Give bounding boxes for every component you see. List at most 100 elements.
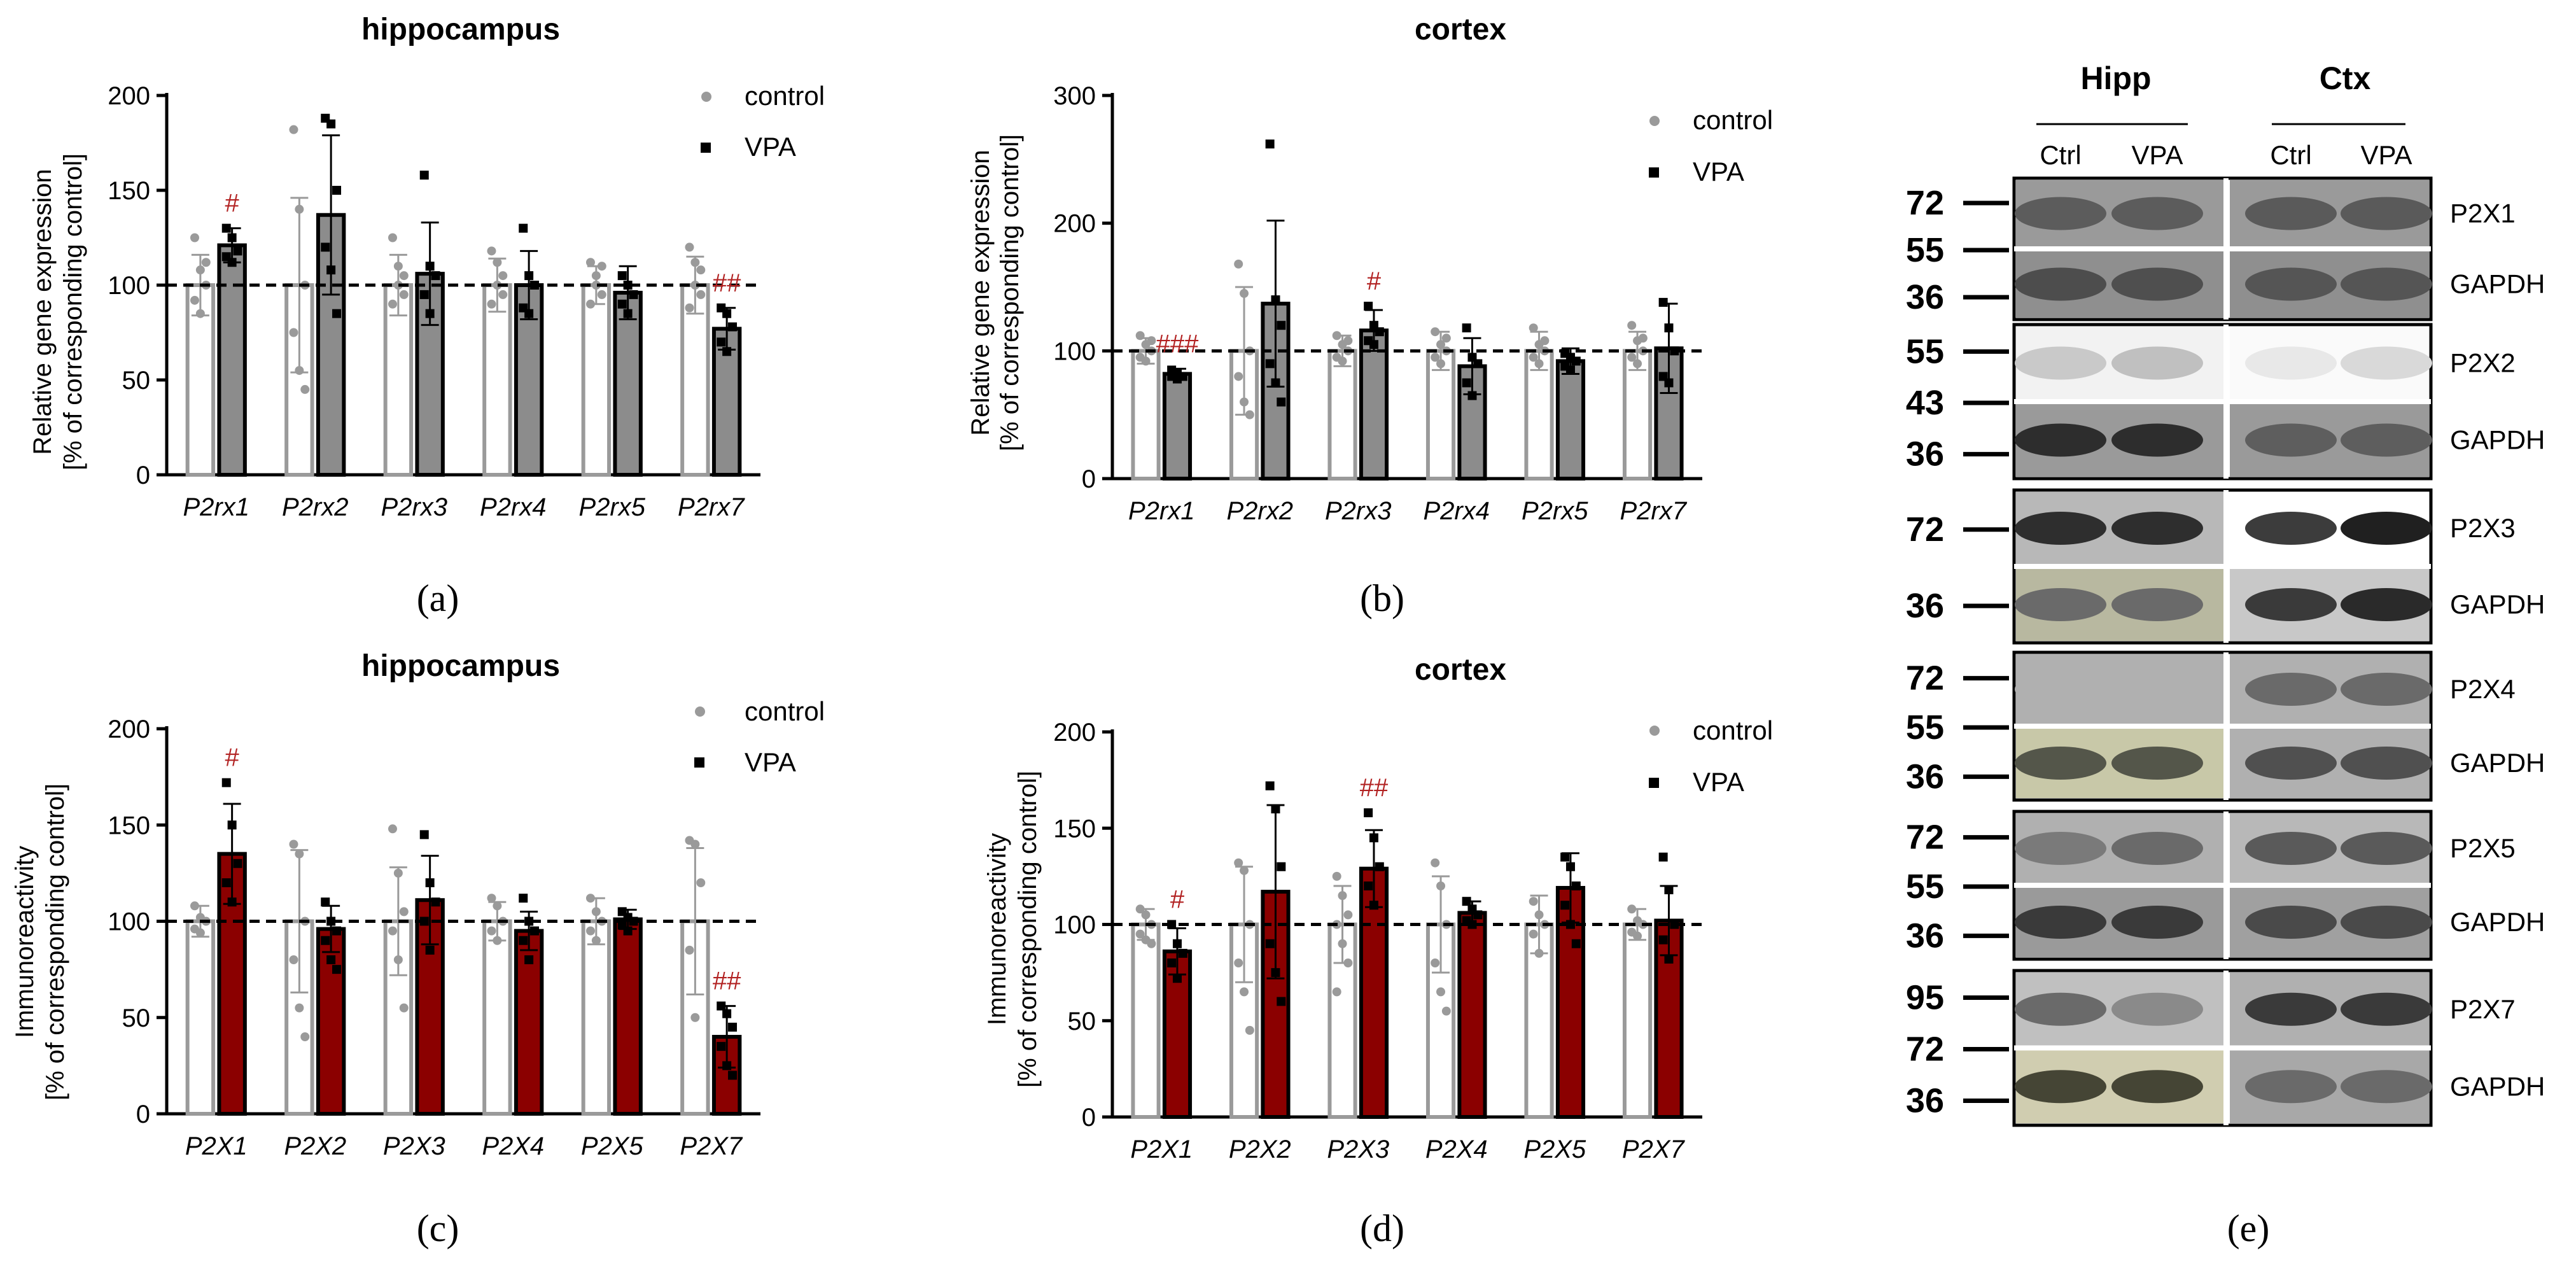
chart-b-point-control (1431, 353, 1440, 362)
blot-band (2015, 346, 2106, 380)
blot-band (2245, 267, 2337, 301)
chart-c-point-vpa (524, 916, 534, 926)
chart-c-point-vpa (221, 878, 231, 887)
chart-a-point-control (498, 290, 508, 299)
blot-marker-label: 72 (1906, 184, 1944, 222)
chart-a-x-tick-label: P2rx7 (678, 493, 745, 521)
chart-b-point-vpa (1467, 391, 1477, 400)
chart-c-ylabel-2: [% of corresponding control] (41, 783, 69, 1100)
blot-marker-label: 36 (1906, 435, 1944, 474)
chart-b-point-control (1338, 356, 1347, 366)
chart-a-point-control (388, 299, 397, 309)
chart-c-point-vpa (227, 897, 237, 907)
blot-band (2111, 197, 2203, 230)
chart-c-point-vpa (332, 926, 342, 936)
chart-b-point-control (1234, 259, 1243, 269)
chart-d-point-control (1534, 910, 1544, 920)
chart-d-point-vpa (1670, 920, 1679, 929)
chart-b-point-vpa (1658, 298, 1668, 307)
chart-d-protein-cortex: cortex Immunoreactivity [% of correspond… (983, 653, 1773, 1163)
chart-d-point-vpa (1369, 833, 1378, 843)
chart-c-point-vpa (321, 897, 330, 907)
chart-c-point-vpa (425, 878, 435, 887)
chart-b-point-vpa (1462, 378, 1471, 388)
chart-c-point-control (487, 926, 496, 936)
chart-a-point-control (487, 246, 496, 256)
chart-c-point-control (190, 901, 199, 911)
chart-b-significance-mark: # (1367, 267, 1382, 295)
chart-c-point-vpa (326, 955, 336, 964)
blot-marker-label: 95 (1906, 979, 1944, 1017)
chart-a-point-vpa (419, 290, 429, 299)
chart-b-legend-vpa: VPA (1693, 157, 1744, 186)
chart-a-point-vpa (332, 309, 342, 318)
chart-d-legend-control-marker (1649, 726, 1660, 736)
chart-a-gene-hippocampus: hippocampus Relative gene expression [% … (29, 13, 825, 521)
chart-c-point-control (591, 907, 601, 916)
chart-a-point-control (300, 384, 310, 394)
chart-c-point-control (493, 901, 502, 911)
chart-a-significance-mark: ## (713, 269, 741, 297)
chart-a-point-control (690, 281, 700, 290)
chart-b-point-vpa (1462, 323, 1471, 333)
chart-c-point-vpa (530, 926, 540, 936)
blot-band-label: P2X2 (2450, 348, 2516, 378)
chart-c-title: hippocampus (361, 649, 560, 683)
blot-marker-label: 36 (1906, 757, 1944, 796)
blot-marker-label: 55 (1906, 231, 1944, 269)
chart-d-point-vpa (1277, 997, 1286, 1006)
blot-band-label: P2X5 (2450, 833, 2516, 863)
blot-band (2341, 346, 2432, 380)
chart-d-point-control (1431, 958, 1440, 967)
chart-a-point-control (690, 258, 700, 267)
chart-d-y-tick-label: 0 (1082, 1104, 1096, 1132)
chart-b-point-control (1245, 410, 1254, 419)
chart-b-point-control (1431, 327, 1440, 337)
chart-b-point-vpa (1277, 321, 1286, 330)
chart-d-point-vpa (1369, 901, 1378, 910)
blot-band (2015, 197, 2106, 230)
chart-a-point-control (201, 258, 211, 267)
chart-a-point-control (597, 262, 606, 271)
chart-b-point-control (1529, 353, 1538, 362)
chart-c-point-vpa (227, 820, 237, 830)
blot-band-label: P2X3 (2450, 513, 2516, 543)
chart-d-point-vpa (1658, 935, 1668, 944)
blot-blocks: P2X1 GAPDH 72 55 36 P2X2 GAPDH 55 43 36 P2X3 GAPDH 7… (1906, 176, 2545, 1127)
chart-a-point-vpa (227, 258, 237, 267)
chart-a-x-tick-label: P2rx2 (282, 493, 349, 521)
chart-a-point-control (289, 328, 298, 337)
chart-a-point-control (591, 281, 601, 290)
chart-d-x-tick-label: P2X4 (1425, 1135, 1488, 1163)
chart-a-point-vpa (326, 119, 336, 129)
chart-d-point-control (1441, 1006, 1451, 1016)
blot-band (2111, 267, 2203, 301)
chart-a-point-control (685, 242, 694, 252)
chart-a-point-control (487, 299, 496, 309)
blot-marker-label: 55 (1906, 867, 1944, 906)
blot-band (2015, 992, 2106, 1026)
chart-d-bar-vpa (1359, 866, 1389, 1120)
blot-lane-3: Ctrl (2270, 140, 2311, 170)
chart-b-legend-control-marker (1649, 116, 1660, 126)
chart-c-point-vpa (326, 916, 336, 926)
chart-d-point-vpa (1265, 781, 1275, 790)
blot-band-label: GAPDH (2450, 589, 2545, 619)
chart-d-x-tick-label: P2X7 (1622, 1135, 1686, 1163)
chart-d-point-vpa (1658, 852, 1668, 862)
chart-d-point-control (1234, 858, 1243, 867)
chart-a-significance-mark: # (225, 190, 240, 218)
chart-c-legend-vpa-marker (694, 757, 704, 768)
blot-band (2015, 423, 2106, 457)
chart-b-x-tick-label: P2rx3 (1325, 497, 1392, 525)
panel-label-d: (d) (1360, 1207, 1404, 1249)
blot-band (2341, 832, 2432, 865)
chart-a-point-control (597, 290, 606, 299)
chart-d-x-tick-label: P2X1 (1130, 1135, 1193, 1163)
chart-b-point-vpa (1172, 374, 1182, 384)
chart-d-point-vpa (1571, 939, 1581, 948)
blot-marker-label: 72 (1906, 1030, 1944, 1069)
chart-d-y-tick-label: 100 (1053, 911, 1096, 939)
chart-c-x-tick-label: P2X1 (185, 1132, 248, 1160)
